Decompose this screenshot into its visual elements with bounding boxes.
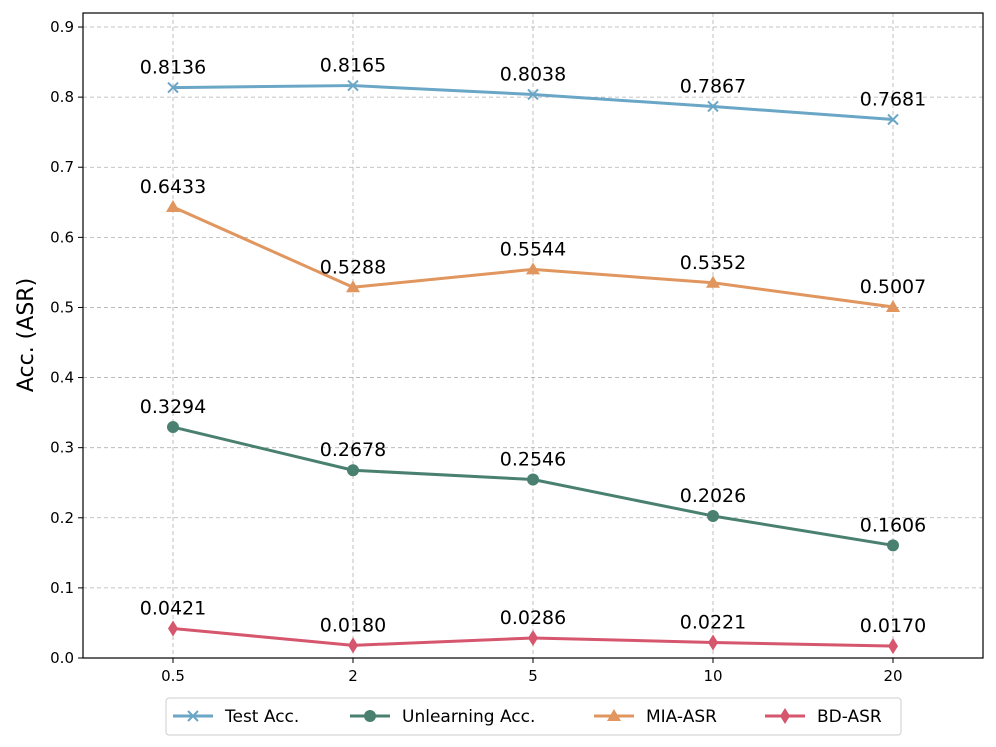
legend-item-unlearning-acc: Unlearning Acc. [350,707,535,727]
data-label-test-acc: 0.8165 [320,55,386,77]
grid-lines [83,13,983,658]
data-point-test-acc [527,88,539,101]
data-point-test-acc [707,100,719,113]
data-point-bd-asr [888,638,898,655]
data-label-unlearning-acc: 0.1606 [860,514,926,536]
data-label-unlearning-acc: 0.3294 [140,396,206,418]
data-point-bd-asr [708,634,718,651]
series-layer [166,79,900,655]
data-label-test-acc: 0.7867 [680,75,746,97]
data-label-mia-asr: 0.5544 [500,238,566,260]
legend-label: MIA-ASR [646,707,717,727]
data-point-unlearning-acc [167,421,179,434]
y-tick-label: 0.7 [50,158,74,176]
data-point-mia-asr [166,199,180,212]
y-axis-label: Acc. (ASR) [14,278,39,392]
legend-swatch-marker [364,710,376,722]
data-point-test-acc [887,113,899,126]
x-tick-label: 20 [883,667,902,685]
data-label-unlearning-acc: 0.2678 [320,439,386,461]
data-point-test-acc [347,79,359,92]
y-tick-label: 0.1 [50,579,74,597]
y-tick-label: 0.5 [50,298,74,316]
data-label-test-acc: 0.8038 [500,63,566,85]
data-point-unlearning-acc [887,539,899,552]
data-point-unlearning-acc [347,464,359,477]
legend-swatch-marker [780,708,790,724]
data-label-bd-asr: 0.0286 [500,607,566,629]
y-tick-label: 0.8 [50,88,74,106]
data-label-unlearning-acc: 0.2026 [680,485,746,507]
legend-label: BD-ASR [817,707,882,727]
data-label-mia-asr: 0.5007 [860,276,926,298]
data-point-bd-asr [528,629,538,646]
data-point-unlearning-acc [707,509,719,522]
legend-item-bd-asr: BD-ASR [765,707,882,727]
data-label-bd-asr: 0.0170 [860,615,926,637]
x-tick-label: 0.5 [161,667,185,685]
data-label-mia-asr: 0.5288 [320,256,386,278]
data-label-bd-asr: 0.0421 [140,597,206,619]
data-point-unlearning-acc [527,473,539,486]
y-tick-label: 0.4 [50,369,74,387]
data-labels: 0.8136 0.8165 0.8038 0.7867 0.7681 0.3294 0.26… [140,55,926,638]
x-tick-label: 5 [528,667,538,685]
y-tick-label: 0.9 [50,18,74,36]
legend-label: Test Acc. [224,707,299,727]
data-label-bd-asr: 0.0221 [680,612,746,634]
y-tick-label: 0.0 [50,649,74,667]
legend-swatch-marker [187,710,199,722]
data-point-test-acc [167,81,179,94]
y-tick-label: 0.3 [50,439,74,457]
data-label-bd-asr: 0.0180 [320,614,386,636]
data-point-mia-asr [886,299,900,312]
data-label-mia-asr: 0.6433 [140,176,206,198]
legend-frame [165,697,902,736]
legend-item-test-acc: Test Acc. [173,707,299,727]
legend-swatch-marker [607,709,621,721]
legend-item-mia-asr: MIA-ASR [594,707,717,727]
legend-label: Unlearning Acc. [402,707,535,727]
y-tick-label: 0.6 [50,228,74,246]
data-label-mia-asr: 0.5352 [680,252,746,274]
y-tick-label: 0.2 [50,509,74,527]
data-point-bd-asr [168,620,178,637]
data-point-mia-asr [706,275,720,288]
x-tick-label: 10 [703,667,722,685]
legend: Test Acc. Unlearning Acc. MIA-ASR BD-ASR [165,697,902,736]
data-label-unlearning-acc: 0.2546 [500,449,566,471]
data-point-mia-asr [346,280,360,293]
x-tick-label: 2 [348,667,358,685]
data-label-test-acc: 0.8136 [140,57,206,79]
data-label-test-acc: 0.7681 [860,88,926,110]
data-point-mia-asr [526,262,540,275]
data-point-bd-asr [348,637,358,654]
axis-ticks: 0.0 0.1 0.2 0.3 0.4 0.5 0.6 0.7 0.8 0.9 0.5 2 5 10 20 [50,18,902,685]
